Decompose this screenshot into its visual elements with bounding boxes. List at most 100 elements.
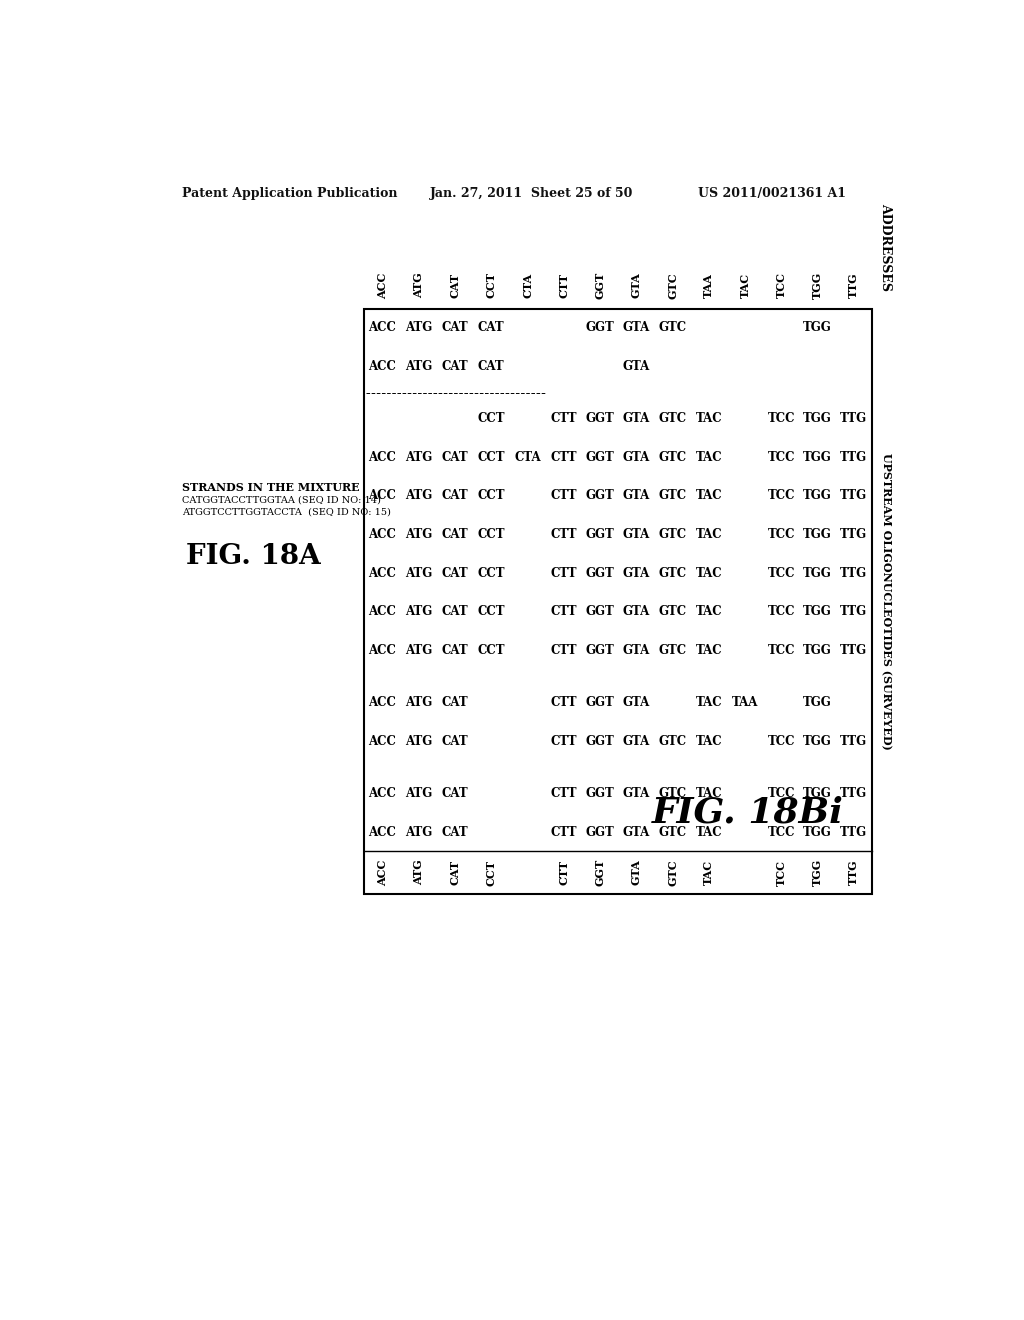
Text: ACC: ACC <box>369 321 396 334</box>
Text: CAT: CAT <box>441 566 468 579</box>
Text: ATG: ATG <box>406 490 432 503</box>
Text: GGT: GGT <box>586 735 614 747</box>
Text: ATG: ATG <box>406 735 432 747</box>
Text: CTT: CTT <box>551 566 578 579</box>
Text: CAT: CAT <box>441 735 468 747</box>
Text: CTT: CTT <box>558 273 569 298</box>
Text: GTA: GTA <box>623 605 650 618</box>
Text: TCC: TCC <box>768 490 795 503</box>
Text: CAT: CAT <box>441 490 468 503</box>
Text: GGT: GGT <box>586 696 614 709</box>
Text: GGT: GGT <box>586 644 614 656</box>
Text: TAC: TAC <box>703 861 715 886</box>
Text: TAC: TAC <box>695 451 722 463</box>
Text: TCC: TCC <box>768 412 795 425</box>
Text: TGG: TGG <box>812 272 823 300</box>
Text: TTG: TTG <box>841 451 867 463</box>
Text: ATG: ATG <box>414 272 424 298</box>
Text: FIG. 18A: FIG. 18A <box>186 544 321 570</box>
Text: ATG: ATG <box>406 825 432 838</box>
Text: TGG: TGG <box>803 696 831 709</box>
Text: GGT: GGT <box>586 321 614 334</box>
Text: TAC: TAC <box>695 528 722 541</box>
Text: GTA: GTA <box>623 321 650 334</box>
Text: CTA: CTA <box>522 273 534 298</box>
Text: CCT: CCT <box>477 451 505 463</box>
Text: TTG: TTG <box>841 644 867 656</box>
Text: ACC: ACC <box>377 859 388 886</box>
Text: CCT: CCT <box>485 272 497 298</box>
Text: CAT: CAT <box>478 360 505 372</box>
Text: ATG: ATG <box>406 644 432 656</box>
Text: ADDRESSES: ADDRESSES <box>880 203 893 290</box>
Text: Jan. 27, 2011  Sheet 25 of 50: Jan. 27, 2011 Sheet 25 of 50 <box>430 187 634 199</box>
Text: ATG: ATG <box>406 566 432 579</box>
Text: ATG: ATG <box>406 451 432 463</box>
Text: TAC: TAC <box>695 605 722 618</box>
Text: GTA: GTA <box>623 825 650 838</box>
Text: TAC: TAC <box>695 644 722 656</box>
Text: CCT: CCT <box>477 412 505 425</box>
Text: FIG. 18Bi: FIG. 18Bi <box>652 796 844 830</box>
Text: TAA: TAA <box>703 273 715 298</box>
Text: TAC: TAC <box>695 696 722 709</box>
Text: TTG: TTG <box>841 825 867 838</box>
Text: GTA: GTA <box>623 451 650 463</box>
Text: CCT: CCT <box>477 528 505 541</box>
Text: GGT: GGT <box>595 859 605 886</box>
Text: GTA: GTA <box>623 528 650 541</box>
Text: TGG: TGG <box>803 490 831 503</box>
Text: ATG: ATG <box>414 859 424 886</box>
Text: CAT: CAT <box>441 825 468 838</box>
Text: CTT: CTT <box>551 787 578 800</box>
Text: TCC: TCC <box>768 644 795 656</box>
Text: TGG: TGG <box>812 859 823 886</box>
Text: TGG: TGG <box>803 735 831 747</box>
Text: TCC: TCC <box>768 566 795 579</box>
Text: ACC: ACC <box>377 272 388 298</box>
Text: ACC: ACC <box>369 605 396 618</box>
Text: TTG: TTG <box>848 273 859 298</box>
Text: TTG: TTG <box>841 412 867 425</box>
Text: CCT: CCT <box>477 566 505 579</box>
Text: CTT: CTT <box>551 696 578 709</box>
Text: GTC: GTC <box>667 272 678 298</box>
Text: US 2011/0021361 A1: US 2011/0021361 A1 <box>697 187 846 199</box>
Text: TCC: TCC <box>776 859 786 886</box>
Text: CTT: CTT <box>551 735 578 747</box>
Text: CTT: CTT <box>558 861 569 886</box>
Text: GTC: GTC <box>658 412 687 425</box>
Text: GTC: GTC <box>658 528 687 541</box>
Text: CAT: CAT <box>441 451 468 463</box>
Text: TCC: TCC <box>768 825 795 838</box>
Text: GGT: GGT <box>586 605 614 618</box>
Text: ATG: ATG <box>406 528 432 541</box>
Text: GTA: GTA <box>623 490 650 503</box>
Text: TCC: TCC <box>768 735 795 747</box>
Bar <box>365 309 872 894</box>
Text: ACC: ACC <box>369 490 396 503</box>
Text: UPSTREAM OLIGONUCLEOTIDES (SURVEYED): UPSTREAM OLIGONUCLEOTIDES (SURVEYED) <box>881 453 892 750</box>
Text: CTT: CTT <box>551 825 578 838</box>
Text: GTA: GTA <box>623 735 650 747</box>
Text: GTC: GTC <box>658 605 687 618</box>
Text: GTA: GTA <box>631 272 642 298</box>
Text: TTG: TTG <box>841 605 867 618</box>
Text: ATG: ATG <box>406 360 432 372</box>
Text: GTC: GTC <box>658 787 687 800</box>
Text: TAA: TAA <box>732 696 759 709</box>
Text: ACC: ACC <box>369 528 396 541</box>
Text: ATG: ATG <box>406 696 432 709</box>
Text: GGT: GGT <box>586 412 614 425</box>
Text: GTC: GTC <box>658 825 687 838</box>
Text: GGT: GGT <box>586 825 614 838</box>
Text: GTA: GTA <box>623 696 650 709</box>
Text: GGT: GGT <box>595 272 605 300</box>
Text: TGG: TGG <box>803 644 831 656</box>
Text: TAC: TAC <box>695 825 722 838</box>
Text: TTG: TTG <box>841 735 867 747</box>
Text: ACC: ACC <box>369 735 396 747</box>
Text: TAC: TAC <box>695 735 722 747</box>
Text: GGT: GGT <box>586 451 614 463</box>
Text: GTA: GTA <box>623 566 650 579</box>
